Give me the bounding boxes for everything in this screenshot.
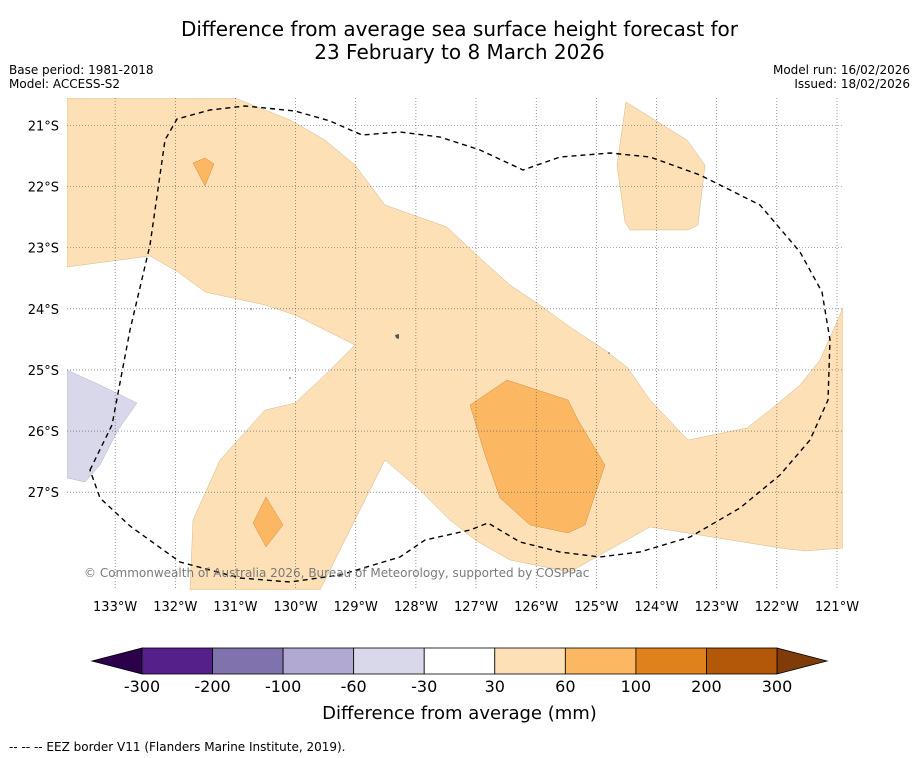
colorbar-tick-label: -200 <box>194 677 230 696</box>
colorbar-segment <box>564 647 637 675</box>
longitude-label: 133°W <box>93 600 137 615</box>
colorbar-extend-low <box>90 647 143 675</box>
longitude-label: 128°W <box>394 600 438 615</box>
contour-30-60mm-northeast <box>616 101 706 231</box>
colorbar-extend-high <box>776 647 829 675</box>
title-line-2: 23 February to 8 March 2026 <box>314 40 605 64</box>
colorbar-tick-label: -30 <box>411 677 437 696</box>
latitude-label: 24°S <box>28 303 59 318</box>
latitude-label: 21°S <box>28 120 59 135</box>
latitude-label: 25°S <box>28 364 59 379</box>
colorbar-tick-label: 200 <box>691 677 722 696</box>
longitude-label: 125°W <box>574 600 618 615</box>
contour-30-60mm <box>67 98 843 590</box>
island-marker-3 <box>289 377 291 379</box>
colorbar-tick-label: -60 <box>341 677 367 696</box>
colorbar-title: Difference from average (mm) <box>322 703 597 724</box>
colorbar-segment <box>282 647 355 675</box>
colorbar: -300 -200 -100 -60 -30 30 60 100 200 300 <box>90 647 829 696</box>
latitude-label: 23°S <box>28 242 59 257</box>
meta-right: Model run: 16/02/2026 Issued: 18/02/2026 <box>773 63 910 91</box>
colorbar-segment <box>353 647 425 675</box>
colorbar-tick-label: -100 <box>265 677 301 696</box>
footnote: -- -- -- EEZ border V11 (Flanders Marine… <box>9 740 346 754</box>
longitude-label: 123°W <box>695 600 739 615</box>
meta-left: Base period: 1981-2018 Model: ACCESS-S2 <box>9 63 154 91</box>
model-run: Model run: 16/02/2026 <box>772 63 910 77</box>
colorbar-segment <box>494 647 566 675</box>
colorbar-tick-label: 30 <box>485 677 505 696</box>
colorbar-tick-label: 300 <box>762 677 793 696</box>
island-marker-4 <box>608 352 610 354</box>
contour-60-100mm-south <box>252 496 284 548</box>
longitude-labels: 133°W 132°W 131°W 130°W 129°W 128°W 127°W 126°W… <box>93 600 859 615</box>
longitude-label: 126°W <box>514 600 558 615</box>
colorbar-tick-label: 100 <box>621 677 652 696</box>
contour-60-100mm-central <box>469 379 606 534</box>
model-name: Model: ACCESS-S2 <box>9 77 121 91</box>
eez-border <box>89 105 831 583</box>
longitude-label: 130°W <box>274 600 318 615</box>
gridlines <box>67 98 843 590</box>
latitude-label: 22°S <box>28 181 59 196</box>
latitude-label: 27°S <box>28 486 59 501</box>
longitude-label: 129°W <box>334 600 378 615</box>
longitude-label: 132°W <box>153 600 197 615</box>
contour-minus30-minus60mm <box>67 369 138 483</box>
island-marker <box>395 334 399 339</box>
colorbar-segment <box>423 647 496 675</box>
longitude-label: 124°W <box>634 600 678 615</box>
longitude-label: 121°W <box>815 600 859 615</box>
issued-date: Issued: 18/02/2026 <box>794 77 910 91</box>
title-line-1: Difference from average sea surface heig… <box>180 17 739 41</box>
colorbar-segment <box>635 647 707 675</box>
longitude-label: 122°W <box>755 600 799 615</box>
longitude-label: 131°W <box>213 600 257 615</box>
map-area: © Commonwealth of Australia 2026, Bureau… <box>67 98 843 590</box>
colorbar-segment <box>212 647 284 675</box>
latitude-labels: 21°S 22°S 23°S 24°S 25°S 26°S 27°S <box>28 120 59 502</box>
map-title: Difference from average sea surface heig… <box>0 18 919 64</box>
base-period: Base period: 1981-2018 <box>9 63 154 77</box>
longitude-label: 127°W <box>454 600 498 615</box>
colorbar-tick-label: 60 <box>555 677 575 696</box>
latitude-label: 26°S <box>28 425 59 440</box>
colorbar-tick-label: -300 <box>124 677 160 696</box>
contour-60-100mm-north <box>192 157 215 187</box>
copyright-text: © Commonwealth of Australia 2026, Bureau… <box>84 566 589 580</box>
colorbar-segment <box>141 647 213 675</box>
colorbar-segment <box>706 647 778 675</box>
